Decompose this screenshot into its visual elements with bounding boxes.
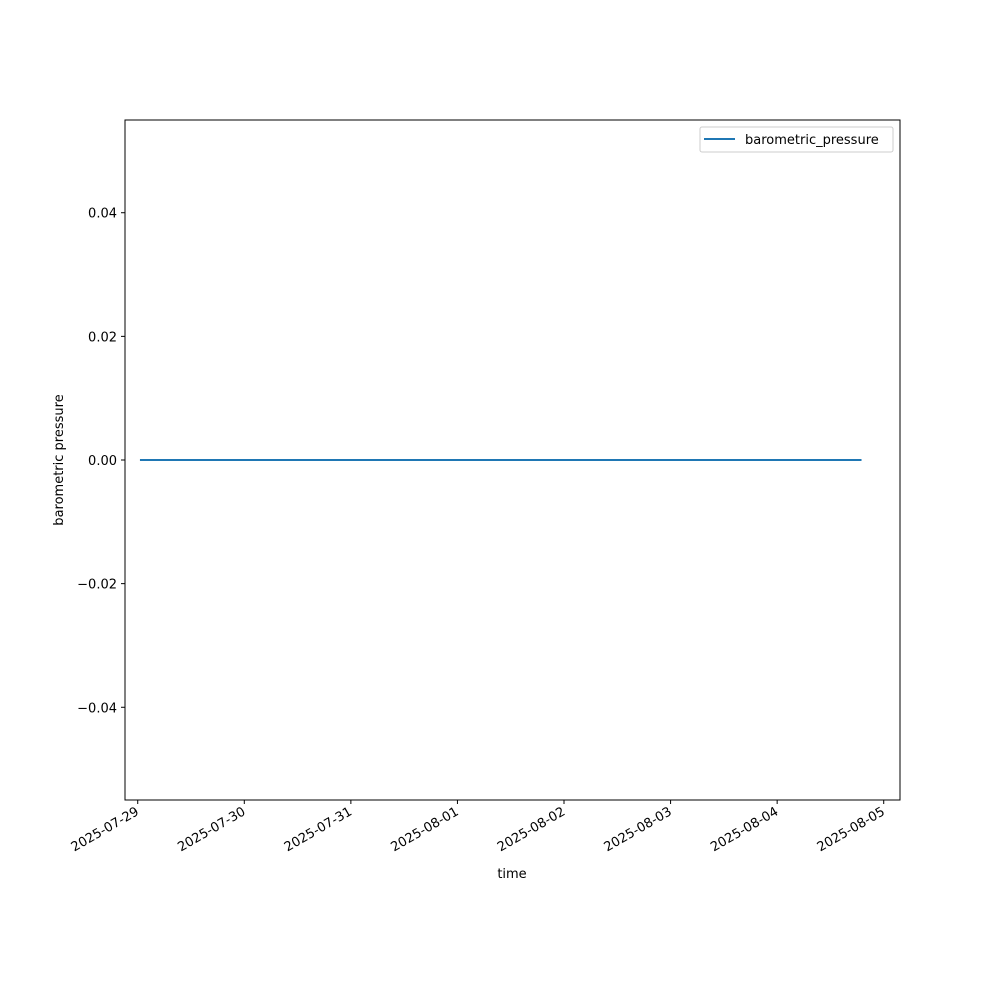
x-tick-label: 2025-07-30 [175, 804, 248, 855]
x-tick-label: 2025-08-05 [815, 804, 888, 855]
x-tick-label: 2025-07-29 [69, 804, 142, 855]
legend-label: barometric_pressure [745, 133, 879, 148]
legend: barometric_pressure [699, 126, 894, 153]
x-tick-label: 2025-08-03 [602, 804, 675, 855]
x-tick-label: 2025-08-02 [495, 804, 568, 855]
x-tick-label: 2025-08-01 [388, 804, 461, 855]
x-tick-label: 2025-08-04 [708, 804, 781, 855]
y-tick-label: −0.04 [77, 701, 117, 716]
x-tick-label: 2025-07-31 [282, 804, 355, 855]
x-axis-label: time [497, 867, 526, 882]
y-axis-label: barometric pressure [52, 394, 67, 525]
y-tick-label: 0.04 [88, 207, 117, 222]
x-axis-ticks: 2025-07-29 2025-07-30 2025-07-31 2025-08-01… [69, 800, 888, 855]
y-tick-label: 0.00 [88, 454, 117, 469]
legend-box [699, 126, 894, 153]
y-tick-label: 0.02 [88, 330, 117, 345]
y-tick-label: −0.02 [77, 578, 117, 593]
y-axis-ticks: −0.04 −0.02 0.00 0.02 0.04 [77, 207, 125, 716]
